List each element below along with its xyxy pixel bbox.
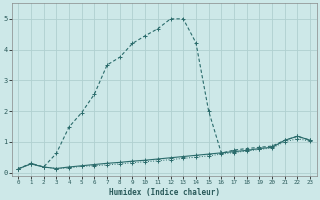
X-axis label: Humidex (Indice chaleur): Humidex (Indice chaleur)	[109, 188, 220, 197]
